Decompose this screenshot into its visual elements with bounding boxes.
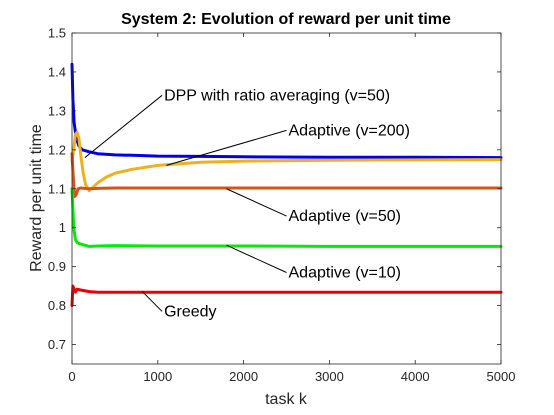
annotation-line-3 xyxy=(226,188,287,217)
annotation-line-1 xyxy=(84,94,163,159)
annotation-label-2: Adaptive (v=200) xyxy=(289,122,410,139)
series-line-4 xyxy=(70,187,503,248)
annotation-label-3: Adaptive (v=50) xyxy=(289,208,402,225)
x-tick-label: 0 xyxy=(68,369,75,384)
plot-frame xyxy=(71,32,502,365)
tick-layer: 0 1000 2000 3000 4000 5000 0.7 0.8 0.9 1 1.1 1.2 1.3… xyxy=(48,26,516,385)
series-line-1 xyxy=(70,62,503,160)
annotation-line-5 xyxy=(142,291,163,312)
annotation-layer: DPP with ratio averaging (v=50) Adaptive … xyxy=(84,87,410,320)
y-tick-label: 1.5 xyxy=(48,26,66,41)
y-tick-label: 1.1 xyxy=(48,181,66,196)
annotation-label-4: Adaptive (v=10) xyxy=(289,264,402,281)
annotation-label-1: DPP with ratio averaging (v=50) xyxy=(164,87,390,104)
x-tick-label: 3000 xyxy=(315,369,344,384)
x-tick-label: 2000 xyxy=(229,369,258,384)
series-layer xyxy=(70,62,503,308)
plot-area xyxy=(72,33,501,364)
x-tick-label: 1000 xyxy=(143,369,172,384)
x-tick-label: 5000 xyxy=(487,369,516,384)
annotation-line-2 xyxy=(166,129,287,166)
y-tick-label: 0.9 xyxy=(48,259,66,274)
y-tick-label: 1.3 xyxy=(48,103,66,118)
y-tick-label: 1 xyxy=(59,220,66,235)
y-tick-label: 1.2 xyxy=(48,142,66,157)
annotation-label-5: Greedy xyxy=(164,303,216,320)
annotation-line-4 xyxy=(226,244,287,273)
series-line-5 xyxy=(70,284,503,308)
y-tick-label: 0.8 xyxy=(48,298,66,313)
series-line-3 xyxy=(70,152,503,199)
x-tick-label: 4000 xyxy=(401,369,430,384)
chart-title: System 2: Evolution of reward per unit t… xyxy=(121,11,451,28)
y-tick-label: 1.4 xyxy=(48,64,66,79)
y-tick-label: 0.7 xyxy=(48,337,66,352)
series-line-2 xyxy=(70,130,503,193)
y-axis-label: Reward per unit time xyxy=(28,124,45,272)
x-axis-label: task k xyxy=(265,391,308,408)
